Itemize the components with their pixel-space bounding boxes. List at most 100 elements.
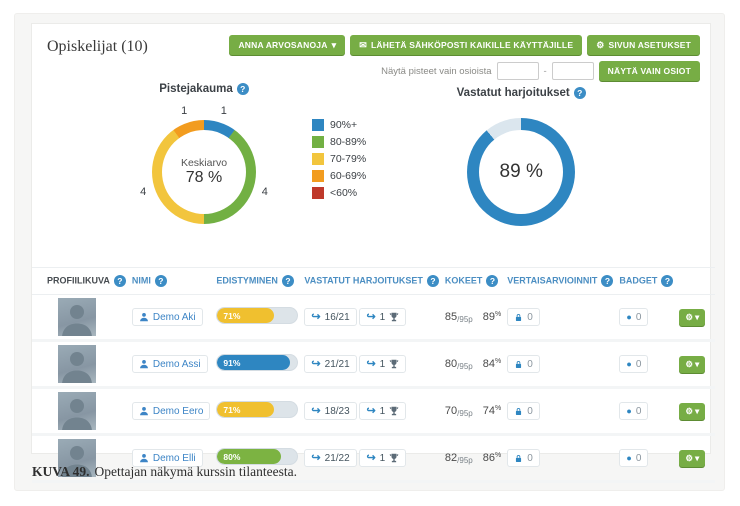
caption-text: Opettajan näkymä kurssin tilanteesta.	[94, 464, 297, 479]
peer-review-count: 0	[527, 452, 533, 464]
caption-number: KUVA 49.	[32, 464, 90, 479]
column-label: VERTAISARVIOINNIT	[507, 275, 598, 286]
table-header-row: PROFIILIKUVA? NIMI? EDISTYMINEN? VASTATU…	[32, 267, 716, 296]
trophy-arrow-icon: ↪	[366, 357, 376, 370]
trophy-arrow-icon: ↪	[366, 310, 376, 323]
help-icon[interactable]: ?	[154, 275, 167, 288]
row-actions-cell: ⚙ ▾	[676, 434, 716, 484]
answered-count: 21/21	[324, 358, 350, 370]
progress-bar: 71%	[216, 401, 299, 419]
average-label: Keskiarvo	[180, 157, 228, 170]
lock-icon	[516, 454, 522, 462]
exams-cell: 82/95p 86%	[441, 434, 505, 484]
legend-label: 90%+	[330, 119, 358, 131]
exams-cell: 70/95p 74%	[441, 387, 505, 437]
points-to-input[interactable]	[551, 62, 594, 80]
name-cell: Demo Assi	[128, 340, 214, 390]
figure-caption: KUVA 49. Opettajan näkymä kurssin tilante…	[32, 464, 297, 480]
peer-reviews-chip: 0	[507, 308, 540, 327]
exams-cell: 85/95p 89%	[441, 294, 505, 343]
points-distribution-chart: Pistejakauma? Keskiarvo 78 % 1 4 4 1	[122, 83, 286, 247]
row-settings-button[interactable]: ⚙ ▾	[679, 449, 706, 467]
percent-sign: %	[495, 310, 502, 318]
figure-container: Opiskelijat (10) ANNA ARVOSANOJA ▾ ✉ LÄH…	[14, 13, 725, 491]
help-icon[interactable]: ?	[236, 83, 249, 95]
points-from-input[interactable]	[496, 62, 539, 80]
badges-chip: ● 0	[619, 308, 649, 327]
student-name-link[interactable]: Demo Elli	[131, 449, 203, 468]
student-name: Demo Eero	[152, 405, 204, 417]
badge-dot-icon: ●	[626, 311, 632, 322]
help-icon[interactable]: ?	[486, 275, 499, 288]
student-name-link[interactable]: Demo Eero	[131, 402, 211, 421]
avatar	[58, 392, 96, 431]
show-sections-only-label: NÄYTÄ VAIN OSIOT	[607, 66, 691, 76]
row-actions-cell: ⚙ ▾	[676, 294, 716, 343]
page-settings-button[interactable]: ⚙ SIVUN ASETUKSET	[587, 35, 700, 55]
donut-segment-count: 4	[261, 185, 268, 198]
student-name-link[interactable]: Demo Assi	[131, 355, 208, 374]
lock-icon	[516, 407, 522, 415]
email-all-users-button[interactable]: ✉ LÄHETÄ SÄHKÖPOSTI KAIKILLE KÄYTTÄJILLE	[350, 35, 583, 55]
help-icon[interactable]: ?	[113, 275, 126, 288]
peer-reviews-chip: 0	[507, 355, 540, 374]
exam-points: 82	[444, 451, 458, 464]
progress-bar: 91%	[216, 354, 299, 372]
name-cell: Demo Eero	[128, 387, 214, 437]
badges-cell: ● 0	[616, 340, 677, 390]
progress-bar: 71%	[216, 307, 299, 325]
trophy-arrow-icon: ↪	[366, 451, 376, 464]
column-label: EDISTYMINEN	[216, 275, 278, 286]
help-icon[interactable]: ?	[281, 275, 294, 288]
legend-item: 80-89%	[312, 136, 366, 148]
percent-sign: %	[495, 451, 502, 459]
answered-arrow-icon: ↪	[311, 404, 321, 417]
email-all-label: LÄHETÄ SÄHKÖPOSTI KAIKILLE KÄYTTÄJILLE	[371, 40, 574, 50]
exam-max-points: /95p	[457, 408, 473, 418]
exercises-donut-chart	[467, 118, 576, 227]
trophy-icon	[389, 312, 399, 322]
badge-count: 0	[635, 358, 642, 370]
table-row: Demo Eero 71% ↪ 18/23 ↪ 1 70/95p 74%	[32, 387, 716, 437]
donut-segment-count: 4	[140, 185, 147, 198]
help-icon[interactable]: ?	[601, 275, 614, 288]
peer-review-count: 0	[527, 405, 533, 417]
points-distribution-title: Pistejakauma?	[122, 83, 286, 95]
column-vertaisarvioinnit: VERTAISARVIOINNIT?	[504, 267, 617, 296]
column-label: KOKEET	[444, 275, 483, 286]
legend-swatch	[312, 119, 324, 131]
show-sections-only-button[interactable]: NÄYTÄ VAIN OSIOT	[598, 61, 700, 81]
give-grades-label: ANNA ARVOSANOJA	[238, 40, 328, 50]
answered-count: 16/21	[324, 311, 350, 323]
row-settings-button[interactable]: ⚙ ▾	[679, 308, 706, 326]
gear-icon: ⚙	[596, 39, 605, 50]
points-donut-wrap: Keskiarvo 78 % 1 4 4 1	[129, 97, 279, 247]
answered-exercises-cell: ↪ 21/22 ↪ 1	[301, 434, 442, 484]
points-donut-chart	[152, 120, 256, 225]
lock-icon	[516, 313, 522, 321]
legend-label: <60%	[330, 187, 358, 199]
row-settings-button[interactable]: ⚙ ▾	[679, 355, 706, 373]
answered-exercises-cell: ↪ 21/21 ↪ 1	[301, 340, 442, 390]
student-name-link[interactable]: Demo Aki	[131, 308, 203, 327]
progress-fill: 80%	[217, 449, 282, 465]
person-icon	[139, 407, 148, 416]
help-icon[interactable]: ?	[661, 275, 674, 288]
row-settings-button[interactable]: ⚙ ▾	[679, 402, 706, 420]
row-actions-cell: ⚙ ▾	[676, 387, 716, 437]
chevron-down-icon: ▾	[695, 311, 700, 322]
help-icon[interactable]: ?	[573, 87, 586, 99]
exam-max-points: /95p	[457, 455, 473, 465]
exam-score: 85/95p 89%	[445, 310, 502, 324]
student-name: Demo Aki	[152, 311, 196, 323]
progress-fill: 91%	[217, 355, 291, 371]
exam-score: 70/95p 74%	[445, 405, 501, 418]
column-nimi: NIMI?	[128, 267, 214, 296]
help-icon[interactable]: ?	[426, 275, 439, 288]
give-grades-button[interactable]: ANNA ARVOSANOJA ▾	[229, 35, 346, 55]
badges-chip: ● 0	[619, 449, 649, 468]
peer-review-count: 0	[527, 311, 533, 323]
points-donut-center: Keskiarvo 78 %	[129, 97, 279, 247]
answered-exercises-chip: ↪ 18/23	[304, 402, 357, 421]
charts-section: Pistejakauma? Keskiarvo 78 % 1 4 4 1 90%+ 80…	[32, 83, 710, 247]
